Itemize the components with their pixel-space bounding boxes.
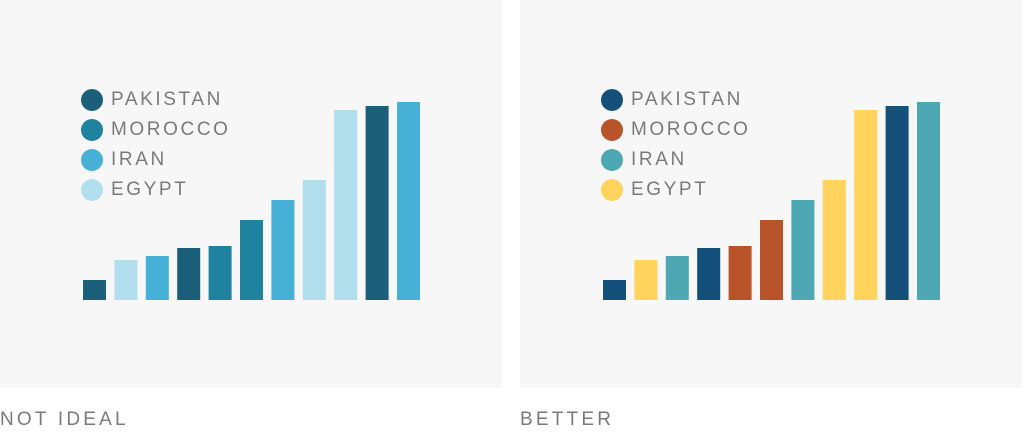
bar-pakistan-10 [365,106,389,300]
chart-panel-not-ideal: PAKISTAN MOROCCO IRAN EGYPT [0,0,502,388]
legend-item-pakistan: PAKISTAN [601,85,751,115]
bar-pakistan-1 [83,280,106,300]
legend: PAKISTAN MOROCCO IRAN EGYPT [601,85,751,205]
bar-iran-3 [145,256,169,300]
caption-better: BETTER [520,409,615,430]
bar-egypt-9 [334,110,358,300]
legend-swatch-egypt [601,179,623,201]
legend-label-morocco: MOROCCO [631,119,751,140]
bar-egypt-8 [302,180,326,300]
legend-swatch-iran [601,149,623,171]
bar-pakistan-1 [603,280,626,300]
bar-morocco-5 [208,246,232,300]
bar-iran-11 [397,102,420,300]
bar-egypt-2 [634,260,658,300]
bar-chart [83,102,420,300]
bar-morocco-5 [728,246,752,300]
legend-item-egypt: EGYPT [81,175,231,205]
bar-egypt-8 [822,180,846,300]
legend-label-pakistan: PAKISTAN [631,89,743,110]
bar-chart [603,102,940,300]
bar-pakistan-10 [885,106,909,300]
caption-not-ideal: NOT IDEAL [0,409,129,430]
bar-pakistan-4 [177,248,201,300]
legend-swatch-morocco [601,119,623,141]
chart-panel-better: PAKISTAN MOROCCO IRAN EGYPT [520,0,1022,388]
legend-item-egypt: EGYPT [601,175,751,205]
legend-label-pakistan: PAKISTAN [111,89,223,110]
legend-item-pakistan: PAKISTAN [81,85,231,115]
legend-label-egypt: EGYPT [631,179,709,200]
legend-swatch-egypt [81,179,103,201]
bar-iran-11 [917,102,940,300]
bar-pakistan-4 [697,248,721,300]
legend-swatch-pakistan [81,89,103,111]
bar-iran-7 [271,200,295,300]
bar-iran-3 [665,256,689,300]
legend-label-iran: IRAN [111,149,167,170]
bar-morocco-6 [240,220,263,300]
legend-label-morocco: MOROCCO [111,119,231,140]
bar-iran-7 [791,200,815,300]
legend-item-iran: IRAN [81,145,231,175]
bar-egypt-2 [114,260,138,300]
bar-morocco-6 [760,220,783,300]
bar-egypt-9 [854,110,878,300]
legend-swatch-pakistan [601,89,623,111]
legend-item-morocco: MOROCCO [601,115,751,145]
legend-swatch-morocco [81,119,103,141]
legend-label-iran: IRAN [631,149,687,170]
legend-swatch-iran [81,149,103,171]
legend-item-morocco: MOROCCO [81,115,231,145]
legend-item-iran: IRAN [601,145,751,175]
legend-label-egypt: EGYPT [111,179,189,200]
legend: PAKISTAN MOROCCO IRAN EGYPT [81,85,231,205]
